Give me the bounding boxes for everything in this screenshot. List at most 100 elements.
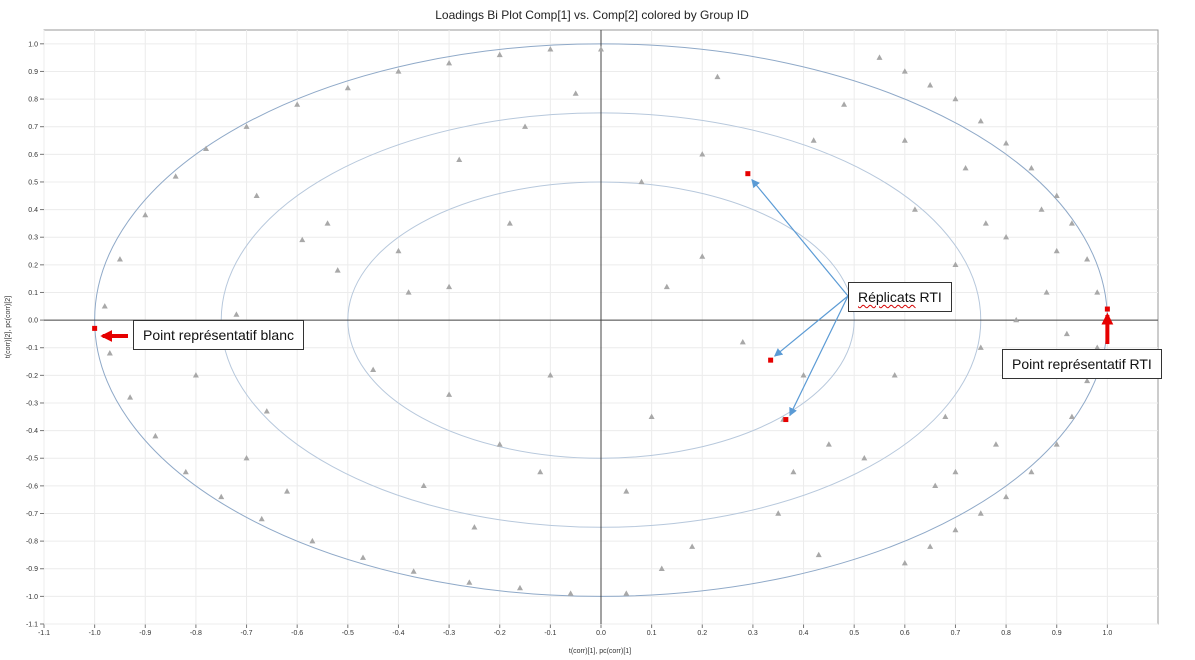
y-tick-label: 0.6: [28, 152, 38, 159]
y-tick-label: -1.0: [26, 594, 38, 601]
data-point: [471, 524, 478, 530]
data-point: [243, 455, 250, 461]
x-axis-label: t(corr)[1], pc(corr)[1]: [569, 648, 631, 655]
data-point: [977, 117, 984, 124]
data-point: [344, 84, 351, 91]
red-square-series: [92, 171, 1110, 423]
data-point: [638, 178, 645, 185]
data-point: [496, 441, 503, 447]
data-point: [420, 482, 427, 489]
data-point: [714, 73, 721, 80]
y-tick-label: 0.3: [28, 235, 38, 242]
replicates-callout: Réplicats RTI: [848, 282, 952, 312]
y-axis-label: t(corr)[2], pc(corr)[2]: [5, 296, 12, 358]
y-tick-label: -0.5: [26, 456, 38, 463]
data-point: [825, 441, 832, 447]
data-point: [952, 468, 959, 475]
data-point: [1084, 377, 1091, 384]
data-point: [370, 366, 377, 373]
data-point: [192, 372, 199, 378]
tick-labels: -1.1 -1.0 -0.9 -0.8 -0.7 -0.6 -0.5 -0.4 -0.3 -0.2…: [26, 41, 1112, 637]
data-point: [324, 220, 331, 226]
data-point: [446, 283, 453, 290]
y-tick-label: -0.6: [26, 483, 38, 490]
y-tick-label: -0.1: [26, 345, 38, 352]
data-point: [1013, 316, 1020, 323]
data-point: [1003, 493, 1010, 500]
data-point: [952, 526, 959, 533]
x-tick-label: -0.7: [241, 630, 253, 637]
x-tick-label: 0.3: [748, 630, 758, 637]
data-point: [800, 372, 807, 378]
highlight-point: [92, 325, 98, 331]
data-point: [841, 101, 848, 107]
replicate-arrow: [789, 295, 849, 417]
y-tick-label: -0.8: [26, 539, 38, 546]
x-tick-label: -1.0: [89, 630, 101, 637]
data-point: [598, 46, 604, 52]
chart-title: Loadings Bi Plot Comp[1] vs. Comp[2] col…: [435, 8, 749, 22]
data-point: [1053, 441, 1060, 447]
data-point: [309, 537, 316, 544]
data-point: [233, 311, 240, 317]
x-tick-label: -0.9: [139, 630, 151, 637]
data-point: [456, 156, 463, 163]
data-point: [876, 54, 883, 60]
data-point: [901, 137, 908, 143]
data-point: [294, 101, 301, 107]
data-point: [648, 413, 655, 419]
data-point: [203, 145, 210, 151]
y-tick-label: -0.9: [26, 566, 38, 573]
data-point: [1094, 289, 1101, 295]
y-tick-label: 0.5: [28, 179, 38, 186]
x-tick-label: 0.2: [697, 630, 707, 637]
data-point: [1053, 192, 1060, 198]
data-point: [101, 303, 108, 309]
data-point: [932, 482, 939, 489]
blank-callout: Point représentatif blanc: [133, 320, 304, 350]
callout-arrows: [100, 179, 1114, 417]
data-point: [567, 590, 574, 596]
data-point: [815, 551, 822, 558]
data-point: [405, 289, 412, 295]
data-point: [623, 488, 630, 494]
replicate-arrow: [751, 179, 849, 297]
y-tick-label: 1.0: [28, 41, 38, 48]
data-point: [952, 95, 959, 102]
data-point: [218, 493, 225, 500]
y-tick-label: -0.2: [26, 373, 38, 380]
data-point: [284, 488, 291, 494]
data-point: [116, 256, 123, 262]
data-point: [901, 68, 908, 74]
data-point: [901, 560, 908, 566]
y-tick-label: 0.7: [28, 124, 38, 131]
y-tick-label: -0.4: [26, 428, 38, 435]
data-point: [1028, 164, 1035, 171]
data-point: [699, 253, 706, 259]
x-tick-label: 0.1: [647, 630, 657, 637]
y-tick-label: 0.1: [28, 290, 38, 297]
data-point: [547, 46, 554, 52]
data-point: [506, 220, 513, 226]
data-point: [395, 247, 402, 254]
data-point: [263, 408, 270, 414]
data-point: [977, 510, 984, 516]
data-point: [1038, 206, 1045, 212]
y-tick-label: 0.0: [28, 318, 38, 325]
data-point: [982, 220, 989, 226]
data-point: [1003, 140, 1010, 146]
data-point: [942, 413, 949, 419]
data-point: [977, 344, 984, 350]
data-point: [658, 565, 665, 571]
data-point: [1063, 330, 1070, 337]
data-point: [1053, 247, 1060, 254]
data-point: [1068, 220, 1075, 226]
data-point: [522, 123, 529, 129]
y-tick-label: -0.7: [26, 511, 38, 518]
data-point: [182, 468, 189, 475]
x-tick-label: -0.2: [494, 630, 506, 637]
x-tick-label: 0.0: [596, 630, 606, 637]
data-point: [446, 391, 453, 397]
replicates-word: Réplicats: [858, 289, 916, 305]
data-point: [689, 543, 696, 549]
